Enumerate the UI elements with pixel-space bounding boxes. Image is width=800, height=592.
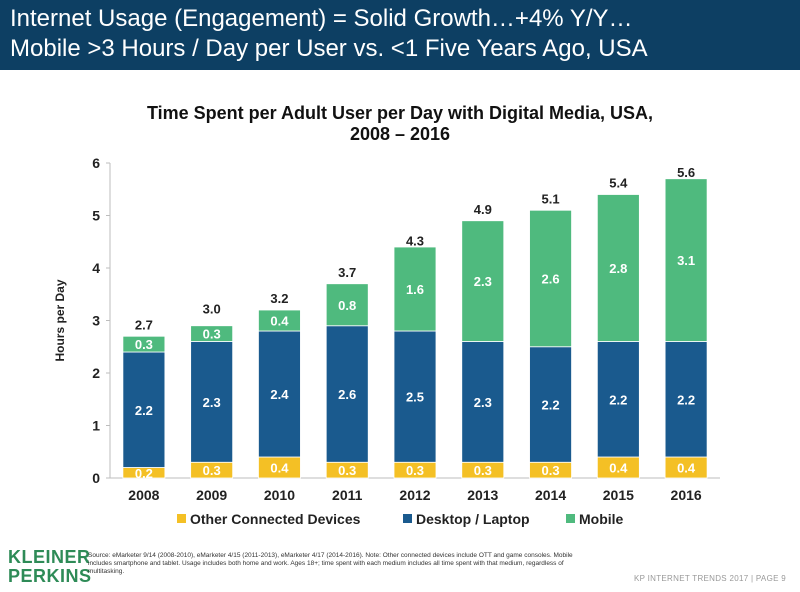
y-tick-label: 3 [92, 313, 100, 329]
x-tick-label: 2015 [603, 487, 634, 503]
bar-segment-label: 0.3 [338, 463, 356, 478]
bar-total-label: 5.6 [677, 165, 695, 180]
legend-label: Mobile [579, 511, 624, 527]
bar-segment-label: 2.4 [270, 387, 289, 402]
logo-line-1: KLEINER [8, 547, 91, 567]
y-tick-label: 1 [92, 418, 100, 434]
bar-segment-label: 0.3 [135, 337, 153, 352]
x-tick-label: 2012 [399, 487, 430, 503]
legend-swatch [177, 514, 186, 523]
x-tick-label: 2010 [264, 487, 295, 503]
y-tick-label: 2 [92, 365, 100, 381]
bar-segment-desktop [325, 325, 369, 463]
bar-segment-label: 0.3 [203, 327, 221, 342]
bar-total-label: 3.0 [203, 302, 221, 317]
bar-segment-desktop [393, 330, 437, 463]
bar-total-label: 2.7 [135, 317, 153, 332]
bar-segment-mobile [122, 335, 166, 353]
y-axis-label: Hours per Day [53, 279, 67, 361]
bar-segment-desktop [529, 346, 572, 463]
slide-header: Internet Usage (Engagement) = Solid Grow… [0, 0, 800, 70]
x-tick-label: 2011 [332, 487, 363, 503]
bar-total-label: 3.7 [338, 265, 356, 280]
bar-segment-label: 0.3 [203, 463, 221, 478]
bar-total-label: 5.4 [609, 176, 628, 191]
bar-segment-label: 3.1 [677, 253, 695, 268]
y-tick-label: 6 [92, 155, 100, 171]
y-tick-label: 5 [92, 208, 100, 224]
bar-segment-label: 2.2 [135, 403, 153, 418]
bar-total-label: 5.1 [542, 191, 560, 206]
bar-segment-label: 0.4 [609, 461, 628, 476]
x-tick-label: 2008 [128, 487, 159, 503]
bar-segment-label: 2.6 [338, 387, 356, 402]
bar-total-label: 3.2 [270, 291, 288, 306]
stacked-bar-chart: 0 1 2 3 4 5 6 Hours per Day 0.2 2.2 0.3 2.7 2008 0.3 2… [53, 155, 720, 527]
bar-segment-desktop [122, 351, 166, 468]
bar-segment-label: 2.3 [474, 274, 492, 289]
bar-segment-label: 2.6 [542, 272, 560, 287]
bar-segment-desktop [258, 330, 301, 458]
bar-segment-label: 2.2 [677, 392, 695, 407]
bar-segment-desktop [664, 341, 708, 458]
source-note: Source: eMarketer 9/14 (2008-2010), eMar… [88, 552, 573, 575]
bar-segment-label: 0.3 [474, 463, 492, 478]
bar-segment-mobile [596, 194, 640, 342]
legend-swatch [566, 514, 575, 523]
bar-segment-label: 0.8 [338, 298, 356, 313]
bar-segment-label: 0.4 [677, 461, 696, 476]
bar-segment-label: 1.6 [406, 282, 424, 297]
bar-segment-mobile [393, 246, 437, 332]
bar-segment-desktop [461, 341, 505, 463]
bar-segment-mobile [325, 283, 369, 327]
legend-swatch [403, 514, 412, 523]
y-tick-label: 0 [92, 470, 100, 486]
x-tick-label: 2014 [535, 487, 566, 503]
bar-segment-mobile [190, 325, 234, 342]
legend-label: Desktop / Laptop [416, 511, 530, 527]
kleiner-perkins-logo: KLEINER PERKINS [8, 548, 92, 586]
logo-line-2: PERKINS [8, 566, 92, 586]
bar-segment-desktop [190, 341, 234, 463]
bar-segment-label: 2.2 [542, 398, 560, 413]
bar-segment-label: 2.2 [609, 392, 627, 407]
slide-title-line-1: Internet Usage (Engagement) = Solid Grow… [10, 5, 633, 32]
bar-total-label: 4.3 [406, 233, 424, 248]
chart-title-line-1: Time Spent per Adult User per Day with D… [146, 103, 654, 123]
bar-segment-mobile [529, 209, 572, 348]
bar-segment-label: 0.3 [406, 463, 424, 478]
bar-segment-mobile [461, 220, 505, 342]
page-footer-label: KP INTERNET TRENDS 2017 | PAGE 9 [633, 574, 786, 583]
x-tick-label: 2009 [196, 487, 227, 503]
bar-total-label: 4.9 [474, 202, 492, 217]
bar-segment-label: 0.4 [270, 314, 289, 329]
bar-segment-label: 2.3 [203, 395, 221, 410]
legend-label: Other Connected Devices [190, 511, 361, 527]
x-tick-label: 2016 [671, 487, 702, 503]
slide-title-line-2: Mobile >3 Hours / Day per User vs. <1 Fi… [10, 35, 648, 62]
bar-segment-mobile [258, 309, 301, 332]
bar-segment-mobile [664, 178, 708, 342]
bar-segment-label: 0.2 [135, 466, 153, 481]
bar-segment-label: 0.4 [270, 461, 289, 476]
chart-title-line-2: 2008 – 2016 [349, 124, 451, 144]
x-tick-label: 2013 [467, 487, 498, 503]
bar-segment-label: 2.5 [406, 390, 424, 405]
y-tick-label: 4 [92, 260, 100, 276]
bar-segment-label: 2.3 [474, 395, 492, 410]
bar-segment-label: 2.8 [609, 261, 627, 276]
bar-segment-label: 0.3 [542, 463, 560, 478]
